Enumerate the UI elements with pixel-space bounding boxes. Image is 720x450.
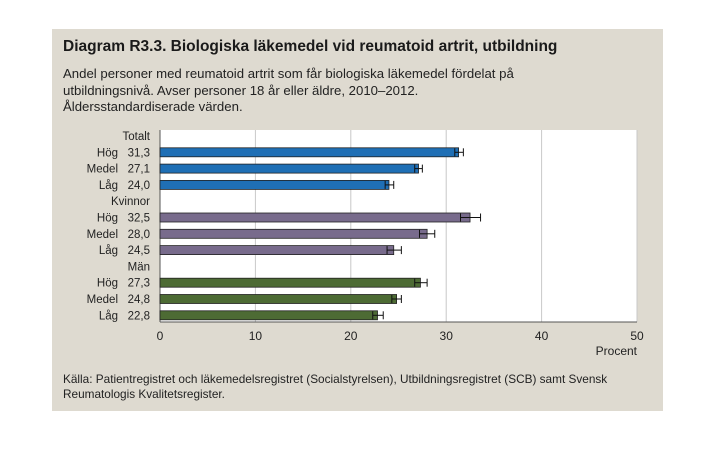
value-label: 32,5 [128,213,150,225]
value-label: 28,0 [128,229,150,241]
category-label: Hög [97,278,118,290]
group-label: Totalt [123,131,151,143]
x-tick-label: 30 [440,329,454,343]
chart-title: Diagram R3.3. Biologiska läkemedel vid r… [63,38,558,55]
value-label: 22,8 [128,310,150,322]
category-label: Låg [99,310,118,322]
value-label: 24,5 [128,245,150,257]
value-label: 27,3 [128,278,150,290]
x-tick-label: 20 [344,329,358,343]
value-label: 31,3 [128,147,150,159]
bar [159,228,428,239]
x-tick-label: 0 [157,329,164,343]
plot-background [160,130,637,322]
value-label: 24,8 [128,294,150,306]
group-label: Män [128,261,150,273]
category-label: Hög [97,147,118,159]
category-label: Låg [99,180,118,192]
bar [159,163,419,174]
bar [159,294,397,304]
bar [159,147,460,158]
bar [159,310,378,321]
category-label: Medel [87,164,118,176]
subtitle-line: Åldersstandardiserade värden. [63,99,243,114]
source-line: Reumatologis Kvalitetsregister. [63,387,225,401]
value-label: 24,0 [128,180,150,192]
x-axis-label: Procent [596,344,638,358]
bar [159,277,421,288]
subtitle-line: Andel personer med reumatoid artrit som … [63,66,514,81]
value-label: 27,1 [128,164,150,176]
subtitle-line: utbildningsnivå. Avser personer 18 år el… [63,82,419,98]
category-label: Hög [97,213,118,225]
plot-area: 0 10 20 30 40 50 Totalt Hög 31,3 Medel 27,1 Låg 24,0… [87,130,644,358]
x-tick-label: 40 [535,329,549,343]
group-label: Kvinnor [111,196,150,208]
source-note: Källa: Patientregistret och läkemedelsre… [63,372,653,402]
category-label: Medel [87,294,118,306]
bar [159,245,395,256]
x-tick-label: 50 [630,329,644,343]
bar [159,179,390,190]
chart-subtitle: Andel personer med reumatoid artrit som … [63,66,623,116]
source-line: Källa: Patientregistret och läkemedelsre… [63,372,608,386]
category-label: Medel [87,229,118,241]
x-tick-label: 10 [249,329,263,343]
category-label: Låg [99,245,118,257]
bar [159,212,471,223]
